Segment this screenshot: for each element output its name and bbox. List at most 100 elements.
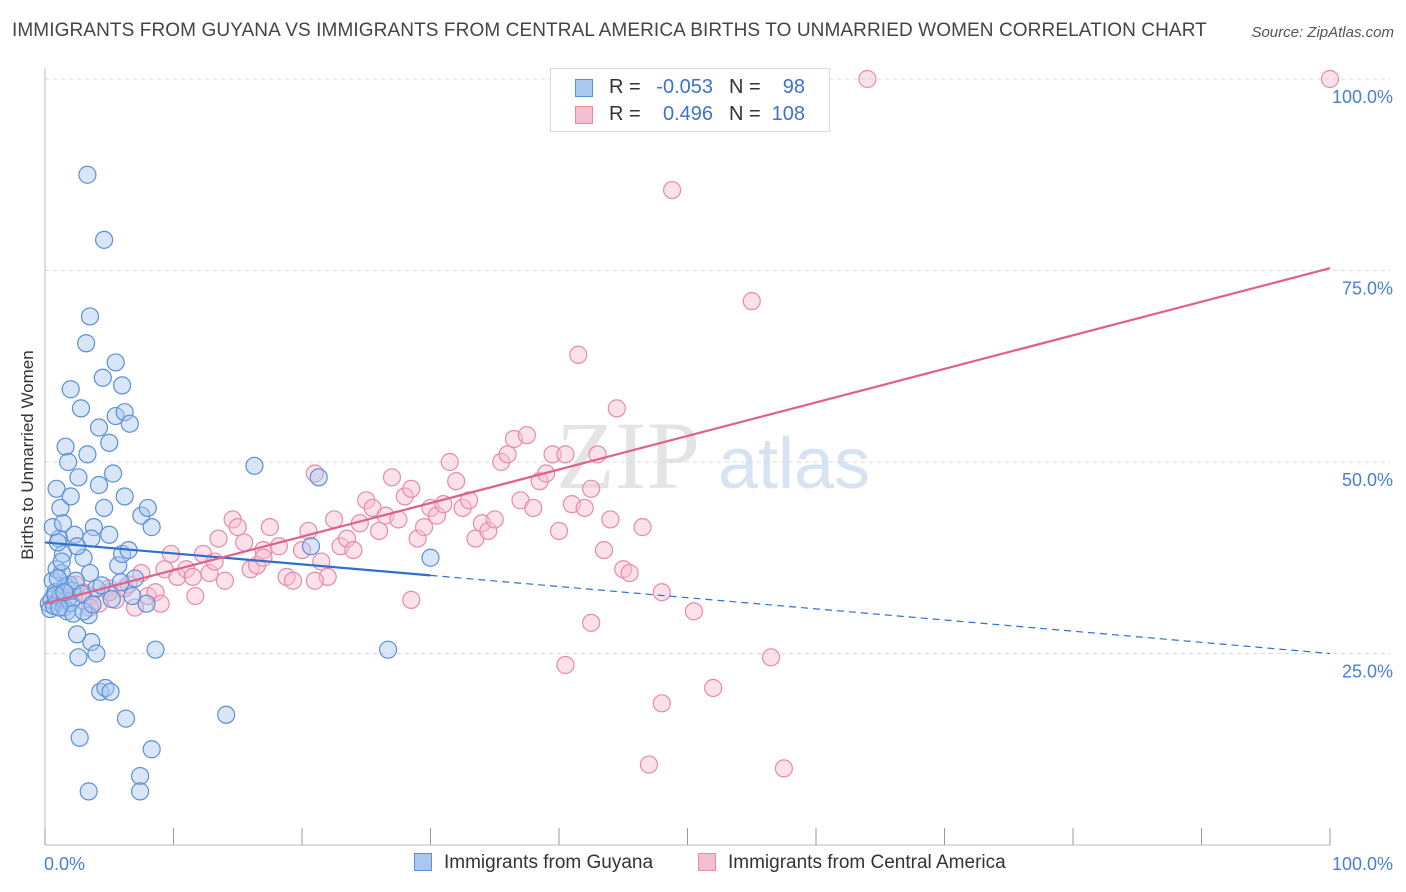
guyana-point	[146, 640, 165, 659]
legend-n-value: 108	[771, 103, 805, 125]
legend-r-label: R =	[609, 103, 641, 125]
guyana-point	[82, 632, 101, 652]
trend-lines	[44, 267, 1331, 655]
guyana-point	[84, 518, 103, 537]
guyana-point	[115, 403, 134, 422]
central-america-point	[774, 759, 793, 778]
central-america-point	[402, 479, 421, 498]
central-america-point	[662, 180, 682, 200]
central-america-point	[582, 479, 601, 498]
central-america-point	[556, 445, 575, 464]
guyana-point	[83, 595, 102, 614]
central-america-point	[370, 521, 389, 541]
legend-r-label: R =	[609, 76, 641, 98]
central-america-point	[283, 571, 303, 590]
guyana-point	[138, 498, 157, 518]
legend-r-value: 0.496	[662, 103, 713, 125]
guyana-point	[130, 782, 150, 801]
guyana-point	[106, 353, 125, 372]
central-america-point	[427, 506, 447, 525]
central-america-point	[414, 518, 434, 537]
legend-r-value: -0.053	[656, 76, 713, 98]
guyana-point	[101, 682, 120, 701]
bottom-legend-central: Immigrants from Central America	[698, 852, 1006, 876]
central-america-point	[633, 518, 652, 537]
guyana-point	[53, 514, 73, 533]
central-america-point	[447, 472, 466, 491]
bottom-legend-guyana: Immigrants from Guyana	[414, 852, 653, 876]
guyana-point	[47, 479, 66, 498]
guyana-trend-line	[44, 541, 431, 577]
guyana-point	[95, 230, 114, 249]
source-label: Source: ZipAtlas.com	[1251, 24, 1394, 41]
central-america-point	[254, 548, 273, 567]
guyana-point	[80, 563, 100, 583]
guyana-point	[78, 165, 97, 184]
guyana-point	[70, 728, 89, 747]
central-america-point	[151, 594, 170, 613]
central-america-point	[337, 529, 357, 548]
guyana-point	[112, 376, 132, 395]
y-tick-label: 25.0%	[1342, 662, 1393, 682]
central-america-point	[125, 598, 145, 617]
guyana-point	[115, 487, 134, 506]
central-america-point	[620, 563, 639, 583]
central-america-point	[575, 498, 594, 518]
central-america-point	[402, 590, 421, 609]
guyana-point	[87, 644, 106, 663]
guyana-point	[245, 456, 264, 475]
central-america-point	[582, 613, 601, 632]
legend-n-label: N =	[729, 76, 761, 98]
legend-n-label: N =	[729, 103, 761, 125]
central-america-point	[517, 426, 536, 445]
legend-n-value: 98	[782, 76, 805, 98]
guyana-point	[53, 544, 73, 564]
guyana-point	[77, 334, 96, 353]
y-tick-label: 100.0%	[1332, 87, 1393, 107]
guyana-point	[93, 368, 112, 387]
guyana-point	[130, 766, 150, 786]
bottom-legend-label-central: Immigrants from Central America	[728, 852, 1006, 873]
y-tick-label: 75.0%	[1342, 279, 1393, 299]
central-america-point	[601, 510, 620, 529]
central-america-point	[382, 468, 402, 487]
guyana-point	[74, 548, 93, 567]
central-america-point	[607, 399, 626, 418]
guyana-point	[59, 452, 78, 472]
central-america-point	[183, 567, 202, 587]
y-tick-label: 50.0%	[1342, 470, 1393, 490]
legend-swatch-guyana	[575, 79, 593, 97]
central-america-point	[569, 345, 588, 364]
guyana-point	[100, 433, 119, 452]
guyana-point	[68, 625, 87, 644]
bottom-legend-swatch-central	[698, 853, 716, 871]
central-america-point	[408, 529, 427, 548]
guyana-point	[217, 705, 236, 724]
central-america-point	[543, 445, 562, 464]
central-america-point	[858, 69, 877, 89]
central-america-point	[305, 571, 324, 590]
central-america-trend-line	[44, 267, 1331, 605]
central-america-point	[260, 518, 279, 537]
guyana-point	[137, 594, 156, 613]
central-america-point	[440, 452, 459, 472]
bottom-legend-swatch-guyana	[414, 853, 432, 871]
guyana-point	[69, 648, 88, 667]
guyana-point	[120, 414, 139, 433]
central-america-point	[325, 510, 344, 529]
guyana-point	[61, 380, 80, 399]
central-america-point	[292, 540, 312, 560]
legend-swatch-central	[575, 106, 593, 124]
guyana-point	[100, 525, 119, 544]
guyana-point	[95, 498, 114, 518]
guyana-point	[89, 418, 109, 437]
central-america-point	[209, 529, 228, 548]
guyana-point	[378, 640, 398, 659]
guyana-point	[79, 782, 98, 801]
guyana-point	[123, 586, 142, 606]
guyana-point	[61, 487, 80, 506]
central-america-point	[524, 498, 543, 518]
chart-title: IMMIGRANTS FROM GUYANA VS IMMIGRANTS FRO…	[12, 20, 1207, 41]
guyana-point	[52, 552, 71, 571]
